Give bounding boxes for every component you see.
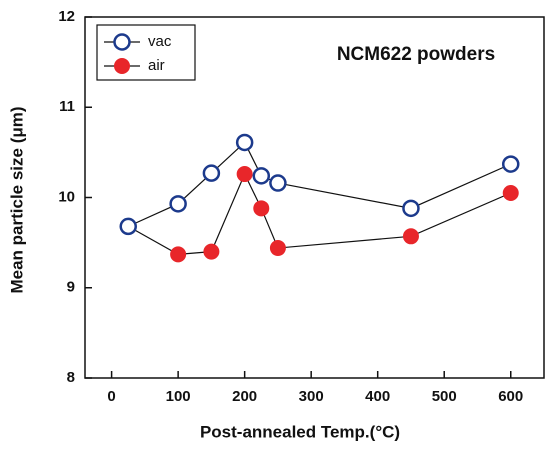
annotation: NCM622 powders (337, 44, 495, 65)
marker (202, 164, 221, 182)
y-axis-label: Mean particle size (μm) (7, 106, 26, 293)
y-tick-label: 12 (58, 8, 75, 25)
legend-box (96, 24, 196, 81)
x-tick-label: 0 (107, 388, 115, 405)
marker (203, 243, 220, 260)
marker (252, 167, 271, 185)
marker (169, 195, 187, 213)
marker (501, 155, 520, 173)
legend-marker (113, 33, 131, 51)
x-tick-label: 200 (232, 388, 257, 405)
legend-marker (114, 58, 130, 74)
y-tick-label: 8 (67, 369, 75, 386)
marker (269, 174, 287, 192)
y-tick-label: 10 (58, 188, 75, 205)
y-tick-label: 11 (59, 98, 75, 115)
x-tick-label: 100 (166, 388, 191, 405)
x-tick-label: 500 (432, 388, 457, 405)
x-tick-label: 600 (498, 388, 523, 405)
series-line (127, 172, 511, 255)
marker (502, 184, 519, 201)
marker (170, 246, 187, 263)
legend-label: air (148, 57, 165, 74)
series-line (127, 141, 511, 227)
marker (402, 228, 419, 245)
marker (119, 217, 137, 236)
marker (236, 166, 253, 183)
x-tick-label: 400 (365, 388, 390, 405)
x-axis-label: Post-annealed Temp.(°C) (200, 422, 400, 441)
marker (253, 200, 270, 217)
marker (235, 133, 254, 152)
marker (269, 240, 286, 257)
marker (402, 199, 420, 218)
x-tick-label: 300 (299, 388, 324, 405)
legend-label: vac (148, 33, 172, 50)
y-tick-label: 9 (67, 279, 75, 296)
